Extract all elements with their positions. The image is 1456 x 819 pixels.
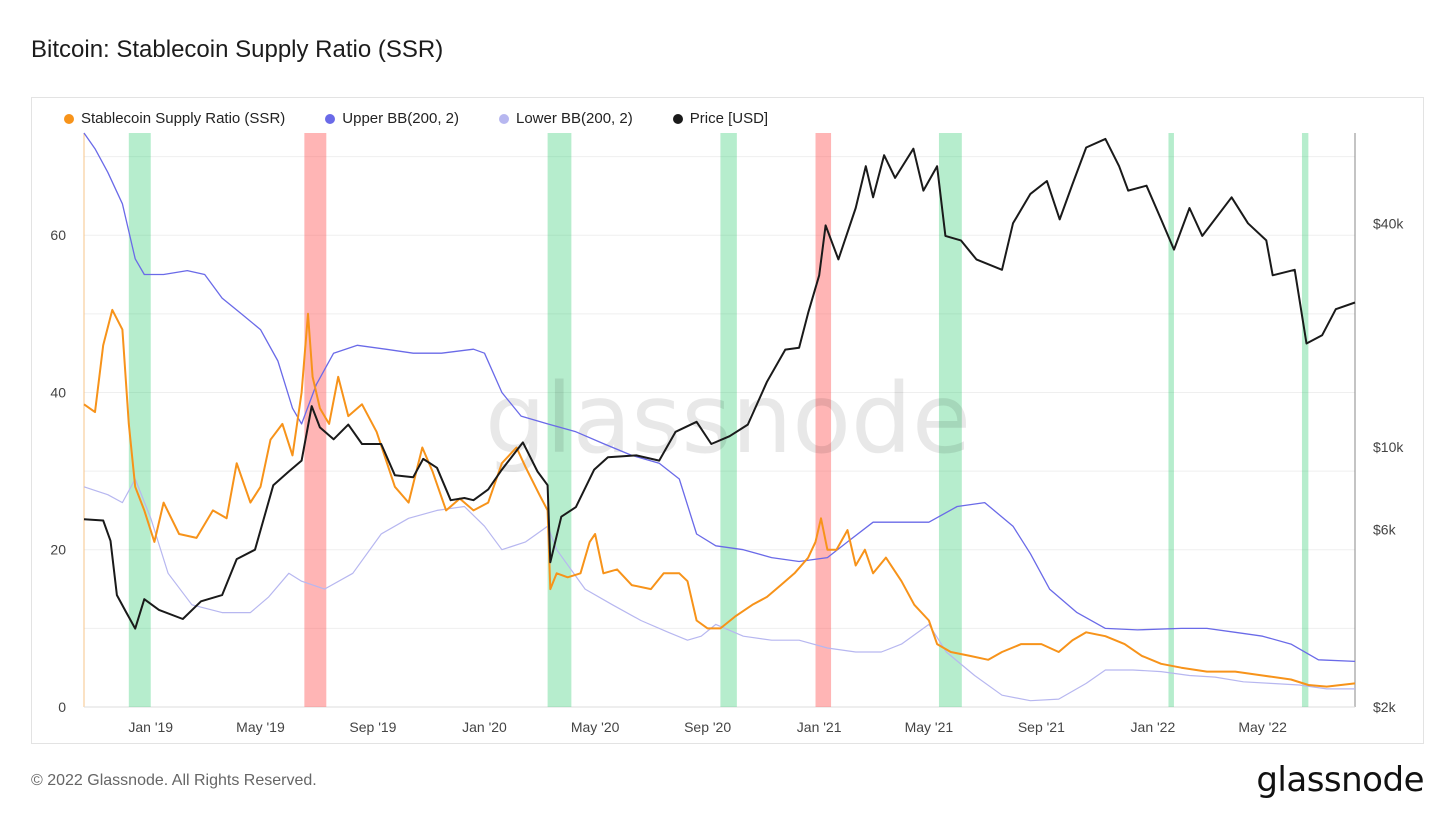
legend-item-price[interactable]: Price [USD] <box>672 110 769 127</box>
series-line-price <box>83 137 1356 630</box>
left-axis-tick-label: 20 <box>50 542 66 558</box>
legend-item-lower-bb[interactable]: Lower BB(200, 2) <box>499 110 633 127</box>
legend-item-upper-bb[interactable]: Upper BB(200, 2) <box>325 110 459 127</box>
right-axis-tick-label: $10k <box>1373 439 1404 455</box>
right-axis-tick-label: $2k <box>1373 699 1397 715</box>
series-line-lower-bb <box>83 478 1355 702</box>
buy-signal-band <box>1168 133 1174 707</box>
x-axis-tick-label: May '19 <box>236 719 285 735</box>
left-axis-tick-label: 40 <box>50 384 66 400</box>
buy-signal-band <box>1301 133 1309 707</box>
legend-label-ssr: Stablecoin Supply Ratio (SSR) <box>81 110 286 127</box>
sell-signal-band <box>304 133 327 707</box>
buy-signal-band <box>938 133 962 707</box>
x-axis-tick-label: Jan '19 <box>128 719 173 735</box>
x-axis-tick-label: Jan '21 <box>797 719 842 735</box>
buy-signal-band <box>720 133 737 707</box>
series-layer <box>83 132 1356 702</box>
legend-label-price: Price [USD] <box>689 110 769 127</box>
chart-legend: Stablecoin Supply Ratio (SSR) Upper BB(2… <box>64 110 808 127</box>
legend-item-ssr[interactable]: Stablecoin Supply Ratio (SSR) <box>64 110 285 127</box>
legend-label-upper-bb: Upper BB(200, 2) <box>342 110 459 127</box>
left-axis-tick-label: 60 <box>50 227 66 243</box>
series-line-upper-bb <box>83 132 1356 663</box>
page-title: Bitcoin: Stablecoin Supply Ratio (SSR) <box>31 36 444 63</box>
copyright-text: © 2022 Glassnode. All Rights Reserved. <box>31 772 317 789</box>
x-axis-tick-label: May '20 <box>571 719 620 735</box>
legend-dot-price <box>672 113 683 124</box>
chart-frame <box>31 97 1424 744</box>
x-axis-tick-label: Sep '19 <box>349 719 396 735</box>
x-axis-tick-label: Jan '22 <box>1131 719 1176 735</box>
x-axis-tick-label: Sep '20 <box>684 719 731 735</box>
left-axis-tick-label: 0 <box>58 699 66 715</box>
x-axis-tick-label: Jan '20 <box>462 719 507 735</box>
axis-layer: 0 20 40 60 $2k $6k $10k $40k Jan '19 May '19 Sep '… <box>50 215 1404 735</box>
right-axis-tick-label: $6k <box>1373 522 1397 538</box>
legend-dot-ssr <box>64 113 74 124</box>
legend-dot-lower-bb <box>499 113 509 124</box>
legend-label-lower-bb: Lower BB(200, 2) <box>516 110 633 127</box>
series-line-ssr <box>83 308 1356 688</box>
right-axis-tick-label: $40k <box>1373 215 1404 231</box>
watermark: glassnode <box>485 363 971 475</box>
glassnode-logo: glassnode <box>1256 760 1424 800</box>
x-axis-tick-label: May '22 <box>1238 719 1287 735</box>
legend-dot-upper-bb <box>325 113 336 124</box>
buy-signal-band <box>128 133 151 707</box>
buy-signal-band <box>547 133 572 707</box>
x-axis-tick-label: Sep '21 <box>1018 719 1065 735</box>
x-axis-tick-label: May '21 <box>905 719 954 735</box>
